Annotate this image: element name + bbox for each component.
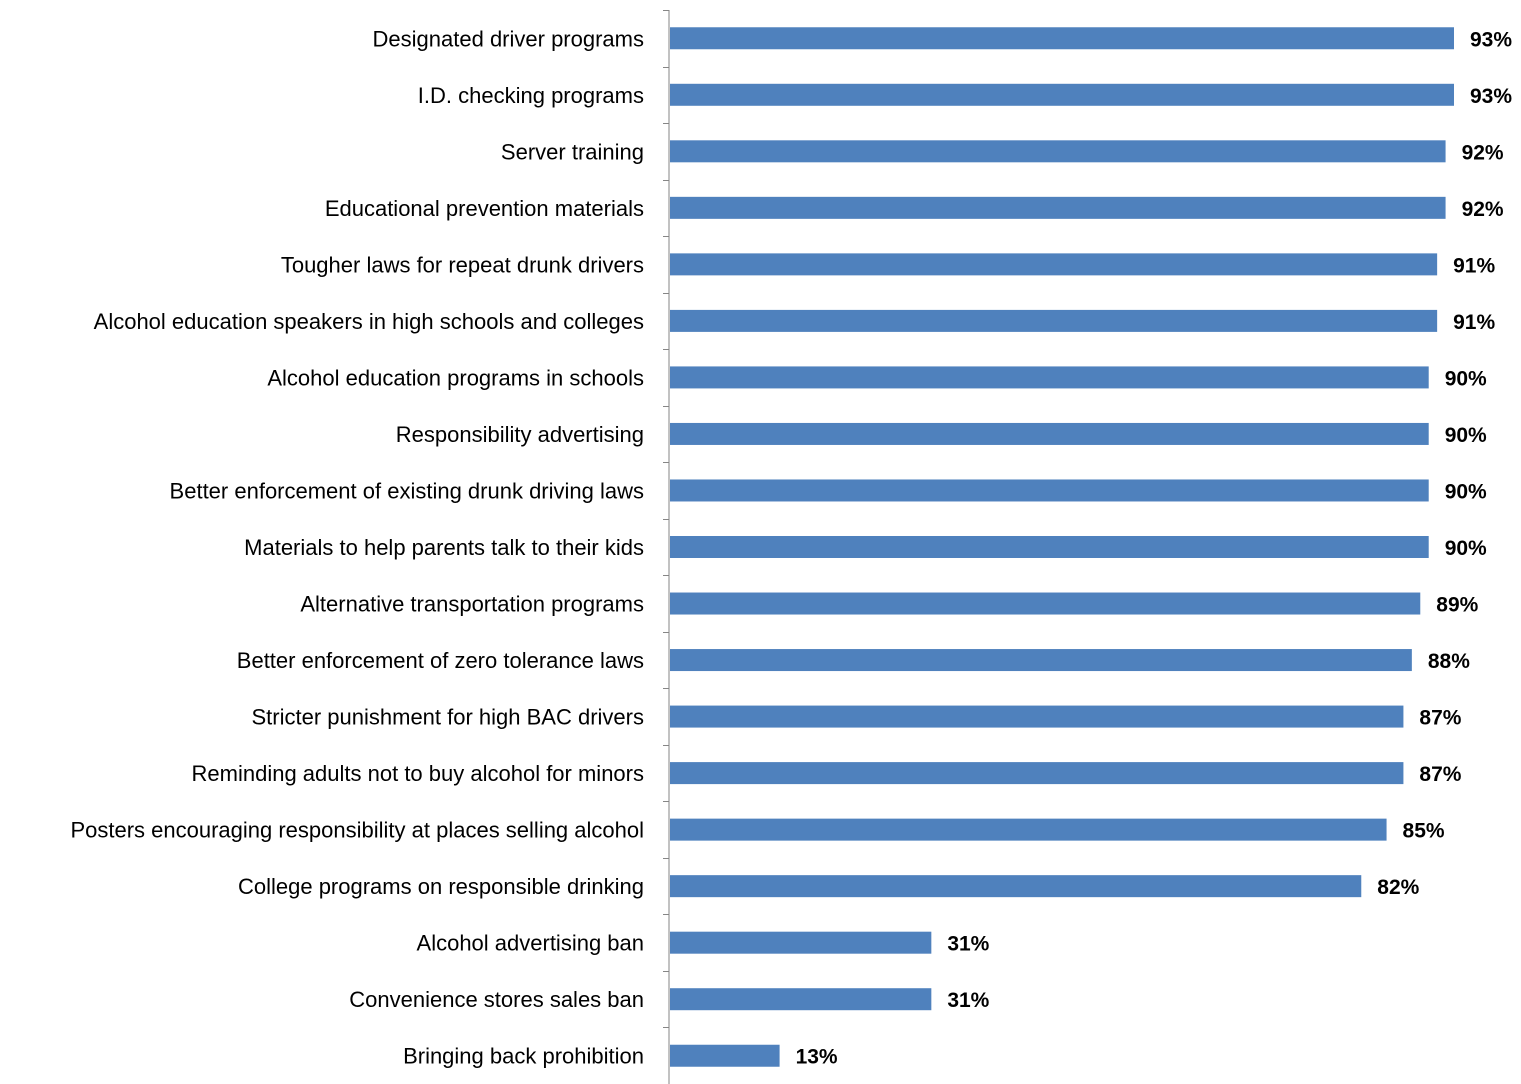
- category-label-6: Alcohol education speakers in high schoo…: [94, 309, 644, 334]
- bar-17: [670, 931, 932, 954]
- category-label-18: Convenience stores sales ban: [349, 987, 644, 1012]
- bar-14: [670, 762, 1404, 785]
- value-label-8: 90%: [1445, 424, 1487, 447]
- value-label-9: 90%: [1445, 480, 1487, 503]
- bar-13: [670, 705, 1404, 728]
- category-label-16: College programs on responsible drinking: [238, 874, 644, 899]
- value-label-12: 88%: [1428, 650, 1470, 673]
- value-label-1: 93%: [1470, 28, 1512, 51]
- value-label-2: 93%: [1470, 85, 1512, 108]
- category-label-14: Reminding adults not to buy alcohol for …: [192, 761, 644, 786]
- category-label-13: Stricter punishment for high BAC drivers: [252, 705, 645, 730]
- value-label-4: 92%: [1462, 198, 1504, 221]
- bar-11: [670, 592, 1421, 615]
- category-label-7: Alcohol education programs in schools: [267, 365, 644, 390]
- category-label-15: Posters encouraging responsibility at pl…: [70, 818, 644, 843]
- bar-9: [670, 479, 1429, 502]
- value-label-3: 92%: [1462, 141, 1504, 164]
- value-label-14: 87%: [1419, 763, 1461, 786]
- category-label-10: Materials to help parents talk to their …: [244, 535, 644, 560]
- value-label-16: 82%: [1377, 876, 1419, 899]
- axis-layer: [663, 10, 670, 1084]
- bar-1: [670, 27, 1454, 50]
- category-label-1: Designated driver programs: [373, 26, 644, 51]
- value-label-11: 89%: [1436, 594, 1478, 617]
- bar-2: [670, 83, 1454, 106]
- category-label-17: Alcohol advertising ban: [417, 931, 644, 956]
- labels-layer: Designated driver programs 93% I.D. checki…: [70, 26, 1512, 1068]
- bar-12: [670, 649, 1412, 672]
- bar-4: [670, 196, 1446, 219]
- value-label-7: 90%: [1445, 367, 1487, 390]
- category-label-19: Bringing back prohibition: [403, 1044, 644, 1069]
- category-label-3: Server training: [501, 139, 644, 164]
- category-label-12: Better enforcement of zero tolerance law…: [237, 648, 644, 673]
- value-label-6: 91%: [1453, 311, 1495, 334]
- category-label-2: I.D. checking programs: [418, 83, 644, 108]
- category-label-9: Better enforcement of existing drunk dri…: [170, 478, 644, 503]
- bar-5: [670, 253, 1438, 276]
- bar-16: [670, 875, 1362, 898]
- bar-8: [670, 422, 1429, 445]
- value-label-17: 31%: [947, 933, 989, 956]
- value-label-10: 90%: [1445, 537, 1487, 560]
- category-label-5: Tougher laws for repeat drunk drivers: [281, 252, 644, 277]
- value-label-19: 13%: [796, 1046, 838, 1069]
- category-label-11: Alternative transportation programs: [300, 592, 644, 617]
- category-label-4: Educational prevention materials: [325, 196, 644, 221]
- bar-18: [670, 988, 932, 1011]
- value-label-5: 91%: [1453, 254, 1495, 277]
- category-label-8: Responsibility advertising: [396, 422, 644, 447]
- value-label-18: 31%: [947, 989, 989, 1012]
- bar-7: [670, 366, 1429, 389]
- bar-19: [670, 1044, 780, 1067]
- bar-3: [670, 140, 1446, 163]
- bars-layer: [670, 27, 1454, 1067]
- bar-6: [670, 309, 1438, 332]
- value-label-15: 85%: [1403, 820, 1445, 843]
- bar-10: [670, 536, 1429, 558]
- bar-15: [670, 818, 1387, 841]
- value-label-13: 87%: [1419, 707, 1461, 730]
